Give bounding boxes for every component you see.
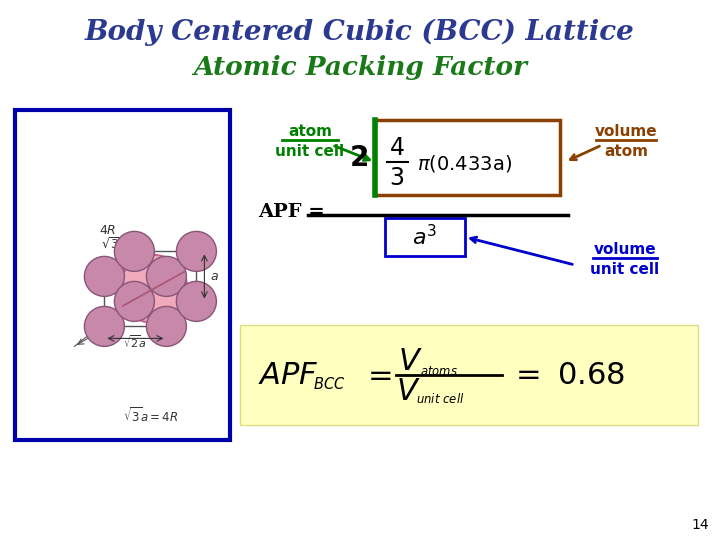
Text: $\sqrt{2}a$: $\sqrt{2}a$ [123,334,148,350]
Circle shape [146,306,186,346]
Text: unit cell: unit cell [590,262,660,278]
Bar [240,325,698,425]
Text: 2: 2 [349,144,369,172]
Text: volume: volume [594,242,657,258]
Text: 3: 3 [390,166,405,190]
Text: atom: atom [604,145,648,159]
Text: 14: 14 [691,518,708,532]
Circle shape [114,232,154,272]
Circle shape [84,306,125,346]
Bar [385,218,465,256]
Bar [15,110,230,440]
Text: $=$: $=$ [362,361,392,389]
Text: volume: volume [595,125,657,139]
Circle shape [84,256,125,296]
Text: unit cell: unit cell [276,145,345,159]
Text: $a$: $a$ [210,270,220,283]
Text: atom: atom [288,125,332,139]
Text: $a^3$: $a^3$ [413,225,438,249]
Text: $4R$: $4R$ [99,225,116,238]
Circle shape [114,281,154,321]
Circle shape [146,256,186,296]
Text: $=\ 0.68$: $=\ 0.68$ [510,360,625,390]
Text: APF =: APF = [258,203,325,221]
Circle shape [120,255,187,323]
Text: $\pi$(0.433a): $\pi$(0.433a) [417,153,512,174]
Text: $\sqrt{3}a$: $\sqrt{3}a$ [102,236,130,252]
Text: $_{unit\ cell}$: $_{unit\ cell}$ [416,388,464,406]
Circle shape [176,281,217,321]
Text: $\sqrt{3}a = 4R$: $\sqrt{3}a = 4R$ [122,406,178,425]
Circle shape [176,232,217,272]
Text: $_{BCC}$: $_{BCC}$ [313,374,346,393]
Text: 4: 4 [390,136,405,160]
Text: Atomic Packing Factor: Atomic Packing Factor [193,56,527,80]
Text: $APF$: $APF$ [258,360,319,390]
Text: Body Centered Cubic (BCC) Lattice: Body Centered Cubic (BCC) Lattice [85,18,635,46]
Text: $V$: $V$ [396,375,420,407]
Text: $V$: $V$ [398,346,423,376]
Bar [375,120,560,195]
Text: $_{atoms}$: $_{atoms}$ [420,361,458,377]
